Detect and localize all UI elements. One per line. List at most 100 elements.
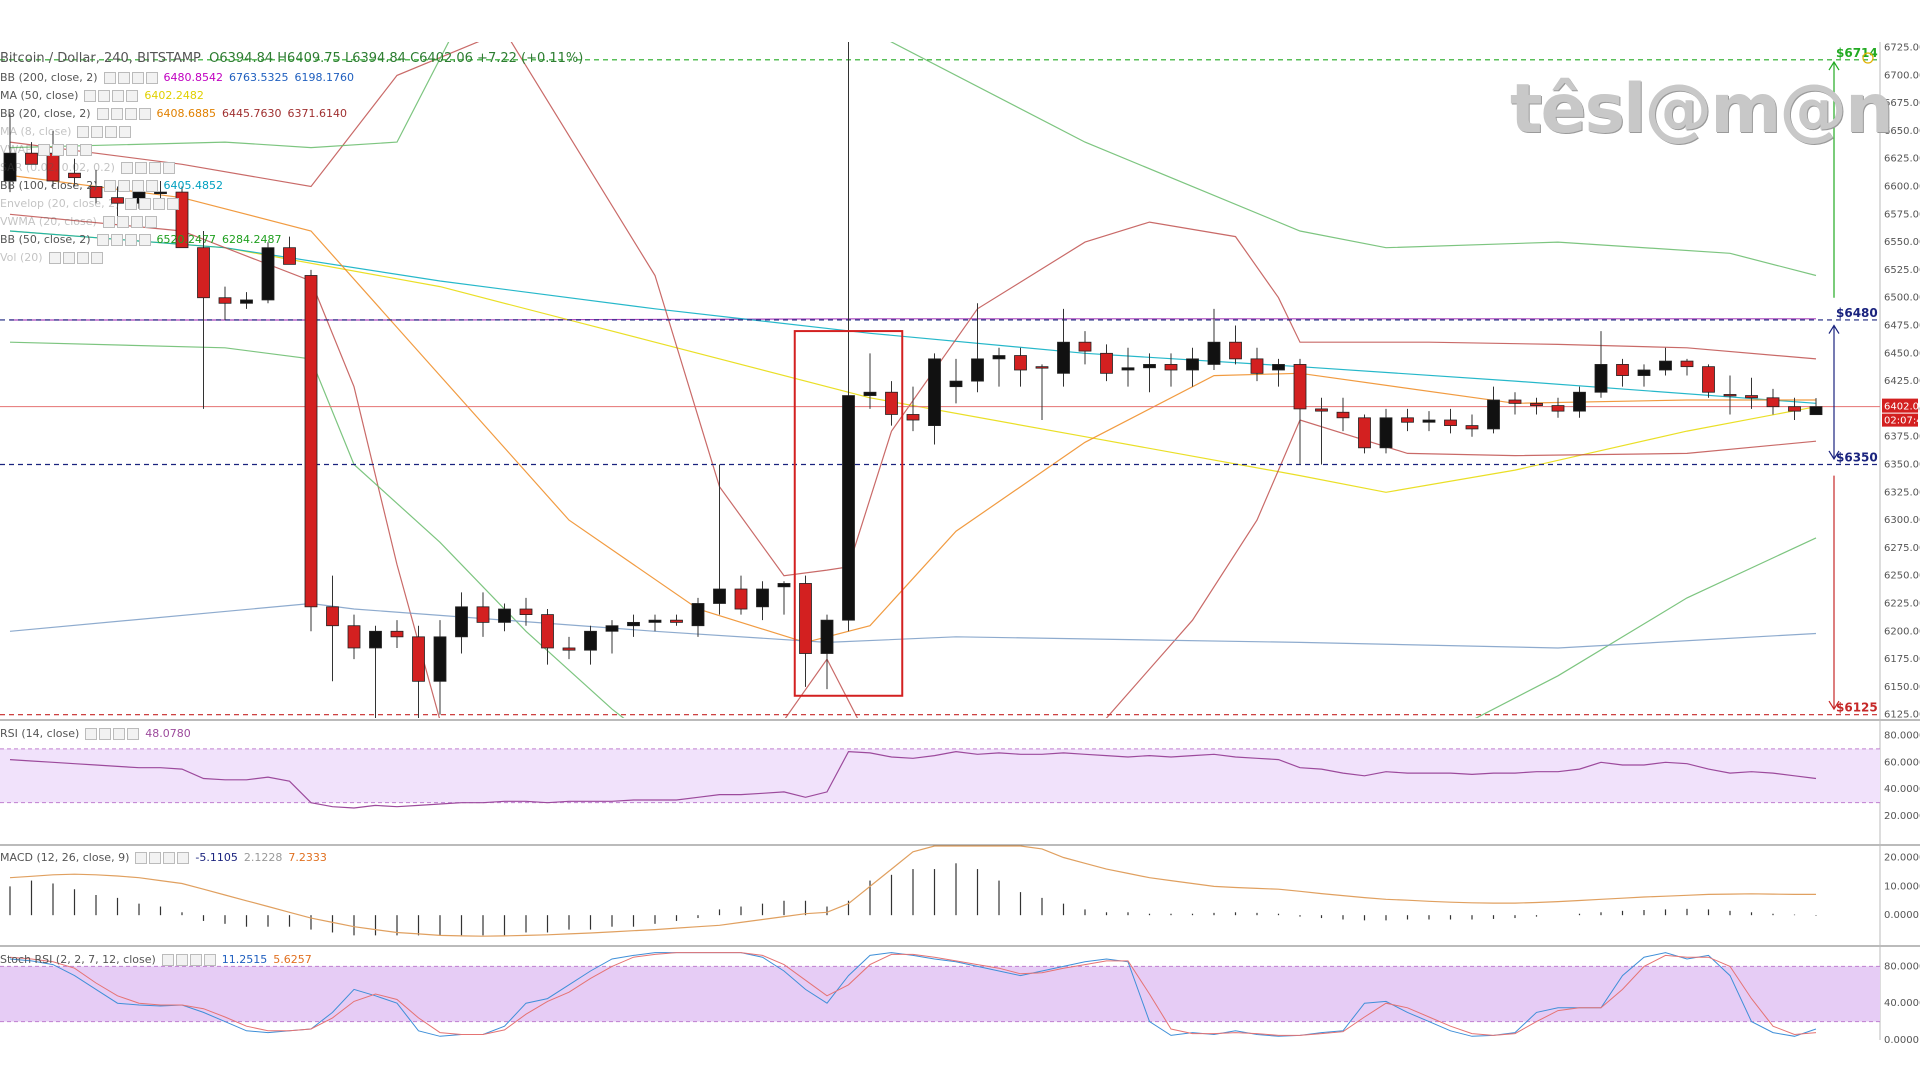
y-tick-label: 6300.0000 bbox=[1884, 515, 1920, 526]
candle-body bbox=[369, 630, 382, 649]
indicator-name: RSI (14, close) bbox=[0, 727, 80, 740]
indicator-legend-row[interactable]: VWMA (20, close) bbox=[0, 214, 157, 230]
candle-body bbox=[1014, 355, 1027, 371]
indicator-tools-icon[interactable] bbox=[135, 852, 190, 864]
range-arrow-down-head bbox=[1828, 450, 1840, 461]
indicator-tools-icon[interactable] bbox=[48, 252, 103, 264]
candle-body bbox=[1637, 369, 1651, 376]
rsi-tick-label: 20.0000 bbox=[1884, 811, 1920, 822]
candle-body bbox=[455, 606, 468, 638]
indicator-legend-row[interactable]: Envelop (20, close, 2) bbox=[0, 196, 180, 212]
candle-body bbox=[347, 625, 361, 649]
indicator-value: 6480.8542 bbox=[163, 71, 224, 84]
y-tick-label: 6275.0000 bbox=[1884, 543, 1920, 554]
candle-body bbox=[283, 247, 296, 265]
candle-body bbox=[390, 630, 404, 638]
y-tick-label: 6650.0000 bbox=[1884, 126, 1920, 137]
candle-body bbox=[863, 391, 877, 396]
y-tick-label: 6550.0000 bbox=[1884, 237, 1920, 248]
candle-body bbox=[1702, 366, 1715, 393]
price-timer-box bbox=[1882, 413, 1918, 427]
indicator-name: BB (200, close, 2) bbox=[0, 71, 98, 84]
indicator-tools-icon[interactable] bbox=[84, 90, 139, 102]
candle-body bbox=[1487, 399, 1500, 430]
candle-body bbox=[1594, 364, 1608, 393]
indicator-value: 48.0780 bbox=[145, 727, 191, 740]
candle-body bbox=[1788, 406, 1801, 412]
indicator-line-bb-100-close-2- bbox=[9, 230, 1817, 404]
indicator-tools-icon[interactable] bbox=[77, 126, 132, 138]
indicator-tools-icon[interactable] bbox=[96, 234, 151, 246]
ohlc-values: O6394.84 H6409.75 L6394.84 C6402.06 +7.2… bbox=[209, 51, 584, 66]
indicator-tools-icon[interactable] bbox=[96, 108, 151, 120]
level-label: $6714 bbox=[1836, 46, 1878, 60]
candle-body bbox=[584, 630, 597, 651]
indicator-value: 6408.6885 bbox=[156, 107, 217, 120]
main-plot bbox=[0, 42, 1880, 718]
indicator-name: BB (50, close, 2) bbox=[0, 233, 91, 246]
y-tick-label: 6375.0000 bbox=[1884, 432, 1920, 443]
candle-body bbox=[68, 172, 81, 179]
candle-body bbox=[304, 275, 318, 608]
indicator-tools-icon[interactable] bbox=[120, 162, 175, 174]
y-tick-label: 6600.0000 bbox=[1884, 182, 1920, 193]
stoch-d-line bbox=[9, 952, 1817, 1036]
indicator-legend-row[interactable]: Stoch RSI (2, 2, 7, 12, close) 11.2515 5.6… bbox=[0, 952, 312, 968]
range-arrow-up-head bbox=[1828, 324, 1840, 334]
indicator-tools-icon[interactable] bbox=[85, 728, 140, 740]
candle-body bbox=[820, 619, 834, 654]
indicator-tools-icon[interactable] bbox=[125, 198, 180, 210]
candle-body bbox=[756, 588, 769, 608]
indicator-tools-icon[interactable] bbox=[37, 144, 92, 156]
stoch-tick-label: 0.0000 bbox=[1884, 1035, 1919, 1046]
candle-body bbox=[261, 247, 275, 301]
candle-body bbox=[25, 152, 38, 165]
candle-body bbox=[1379, 417, 1393, 449]
indicator-tools-icon[interactable] bbox=[103, 180, 158, 192]
candle-body bbox=[1078, 341, 1092, 352]
indicator-value: 5.6257 bbox=[273, 953, 312, 966]
candle-body bbox=[1229, 341, 1242, 360]
candle-body bbox=[734, 588, 748, 610]
candle-body bbox=[111, 197, 124, 204]
stoch-band bbox=[0, 966, 1880, 1022]
indicator-legend-row[interactable]: VWAP bbox=[0, 142, 92, 158]
candle-body bbox=[240, 299, 253, 304]
candle-body bbox=[1573, 391, 1586, 412]
indicator-name: Vol (20) bbox=[0, 251, 43, 264]
indicator-legend-row[interactable]: Vol (20) bbox=[0, 250, 103, 266]
indicator-legend-row[interactable]: BB (50, close, 2) 6520.2477 6284.2487 bbox=[0, 232, 282, 248]
indicator-name: MA (50, close) bbox=[0, 89, 79, 102]
symbol-name: Bitcoin / Dollar, 240, BITSTAMP bbox=[0, 51, 201, 66]
indicator-value: 7.2333 bbox=[288, 851, 327, 864]
indicator-tools-icon[interactable] bbox=[102, 216, 157, 228]
candle-body bbox=[1336, 411, 1350, 419]
indicator-legend-row[interactable]: MA (50, close) 6402.2482 bbox=[0, 88, 204, 104]
indicator-legend-row[interactable]: RSI (14, close) 48.0780 bbox=[0, 726, 191, 742]
indicator-name: VWAP bbox=[0, 143, 32, 156]
candle-body bbox=[1680, 360, 1694, 368]
y-tick-label: 6525.0000 bbox=[1884, 265, 1920, 276]
down-target-arrow-head bbox=[1828, 700, 1840, 711]
indicator-legend-row[interactable]: MA (8, close) bbox=[0, 124, 132, 140]
indicator-tools-icon[interactable] bbox=[103, 72, 158, 84]
price-timer: 02:07:47 bbox=[1884, 416, 1920, 427]
indicator-legend-row[interactable]: SAR (0.02, 0.02, 0.2) bbox=[0, 160, 175, 176]
y-tick-label: 6150.0000 bbox=[1884, 682, 1920, 693]
indicator-legend-row[interactable]: BB (200, close, 2) 6480.8542 6763.5325 6198… bbox=[0, 70, 354, 86]
candle-body bbox=[1143, 364, 1156, 369]
candle-body bbox=[1616, 364, 1629, 376]
candle-body bbox=[885, 391, 898, 415]
rsi-band bbox=[0, 748, 1880, 803]
candle-body bbox=[1293, 364, 1307, 410]
indicator-value: 11.2515 bbox=[221, 953, 268, 966]
indicator-legend-row[interactable]: BB (100, close, 2) 6405.4852 bbox=[0, 178, 223, 194]
indicator-legend-row[interactable]: MACD (12, 26, close, 9) -5.1105 2.1228 7.23… bbox=[0, 850, 327, 866]
y-tick-label: 6700.0000 bbox=[1884, 70, 1920, 81]
indicator-tools-icon[interactable] bbox=[161, 954, 216, 966]
indicator-value: 6520.2477 bbox=[156, 233, 217, 246]
indicator-legend-row[interactable]: BB (20, close, 2) 6408.6885 6445.7630 6371.… bbox=[0, 106, 347, 122]
candle-body bbox=[1164, 364, 1178, 371]
